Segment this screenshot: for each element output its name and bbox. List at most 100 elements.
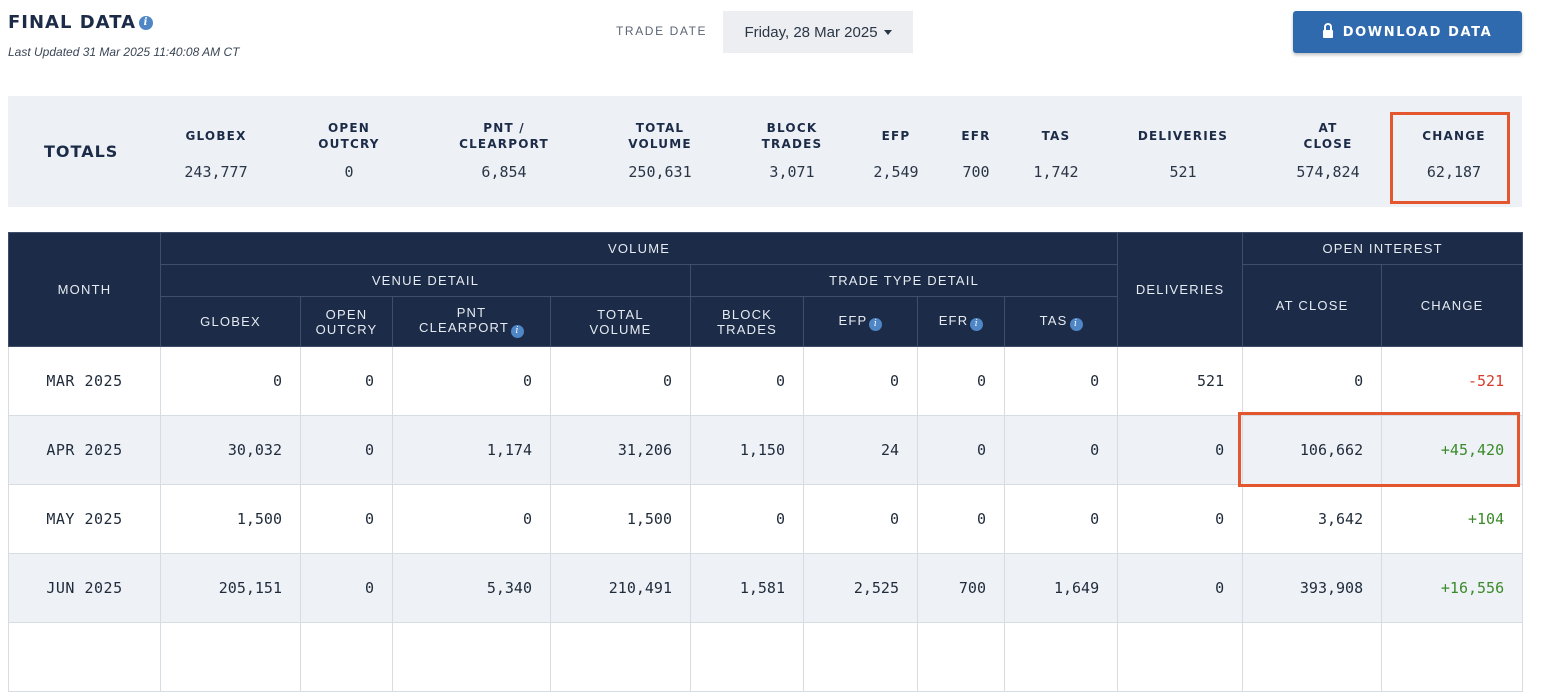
totals-efr-value: 700: [962, 163, 990, 181]
totals-panel: TOTALS GLOBEX 243,777 OPEN OUTCRY 0 PNT /…: [8, 96, 1522, 207]
block-trades-cell: 0: [690, 346, 804, 416]
totals-total-volume-label: TOTAL VOLUME: [628, 121, 692, 151]
month-cell: JUN 2025: [8, 553, 161, 623]
change-cell: -521: [1381, 346, 1524, 416]
caret-down-icon: [883, 29, 892, 35]
page-title: FINAL DATA i: [8, 12, 154, 33]
totals-deliveries-value: 521: [1169, 163, 1197, 181]
info-icon[interactable]: i: [970, 317, 984, 331]
totals-block-trades-label: BLOCK TRADES: [761, 121, 823, 151]
info-icon[interactable]: i: [511, 325, 525, 338]
totals-at-close-value: 574,824: [1296, 163, 1360, 181]
efr-cell: 0: [917, 346, 1005, 416]
download-data-label: DOWNLOAD DATA: [1342, 24, 1493, 40]
pnt-clearport-header[interactable]: PNT CLEARPORT i: [392, 296, 551, 347]
efr-cell: 0: [917, 415, 1005, 485]
totals-efr-label: EFR: [961, 129, 991, 143]
globex-cell: 1,500: [160, 484, 301, 554]
at-close-cell: 3,642: [1242, 484, 1383, 554]
data-table: MONTH VOLUME DELIVERIES OPEN INTEREST VE…: [8, 232, 1524, 692]
table-row: MAY 2025 1,500 0 0 1,500 0 0 0 0 0 3,642…: [8, 484, 1524, 554]
efp-cell: 0: [803, 346, 918, 416]
globex-header[interactable]: GLOBEX: [160, 296, 301, 347]
month-header[interactable]: MONTH: [8, 232, 161, 347]
totals-open-outcry-value: 0: [344, 163, 354, 181]
globex-cell: 205,151: [160, 553, 301, 623]
totals-deliveries-label: DELIVERIES: [1137, 129, 1229, 143]
change-header[interactable]: CHANGE: [1381, 264, 1524, 347]
block-trades-header[interactable]: BLOCK TRADES: [690, 296, 804, 347]
totals-total-volume-value: 250,631: [628, 163, 692, 181]
totals-change-label: CHANGE: [1422, 129, 1486, 143]
total-volume-header[interactable]: TOTAL VOLUME: [550, 296, 691, 347]
total-volume-cell: 1,500: [550, 484, 691, 554]
change-cell: +16,556: [1381, 553, 1524, 623]
table-row: MAR 2025 0 0 0 0 0 0 0 0 521 0 -521: [8, 346, 1524, 416]
download-data-button[interactable]: DOWNLOAD DATA: [1293, 11, 1522, 53]
table-row: JUN 2025 205,151 0 5,340 210,491 1,581 2…: [8, 553, 1524, 623]
efp-cell: 24: [803, 415, 918, 485]
efp-cell: 0: [803, 484, 918, 554]
block-trades-cell: 0: [690, 484, 804, 554]
pnt-cell: 0: [392, 346, 551, 416]
totals-pnt-value: 6,854: [481, 163, 527, 181]
totals-globex-value: 243,777: [184, 163, 248, 181]
totals-label: TOTALS: [44, 142, 119, 161]
last-updated: Last Updated 31 Mar 2025 11:40:08 AM CT: [8, 45, 240, 59]
totals-tas-label: TAS: [1041, 129, 1071, 143]
total-volume-cell: 210,491: [550, 553, 691, 623]
efp-cell: 2,525: [803, 553, 918, 623]
info-icon[interactable]: i: [869, 317, 883, 331]
month-cell: MAY 2025: [8, 484, 161, 554]
open-outcry-header[interactable]: OPEN OUTCRY: [300, 296, 393, 347]
efp-header[interactable]: EFP i: [803, 296, 918, 347]
open-interest-header: OPEN INTEREST: [1242, 232, 1524, 265]
totals-efp-value: 2,549: [873, 163, 919, 181]
change-cell: +104: [1381, 484, 1524, 554]
open-outcry-cell: 0: [300, 346, 393, 416]
info-icon[interactable]: i: [139, 15, 154, 30]
totals-tas-value: 1,742: [1033, 163, 1079, 181]
open-outcry-cell: 0: [300, 484, 393, 554]
pnt-cell: 5,340: [392, 553, 551, 623]
volume-header: VOLUME: [159, 232, 1119, 265]
total-volume-cell: 31,206: [550, 415, 691, 485]
totals-change-value: 62,187: [1426, 163, 1482, 181]
globex-cell: 0: [160, 346, 301, 416]
trade-type-detail-header: TRADE TYPE DETAIL: [689, 264, 1119, 297]
deliveries-cell: 0: [1117, 415, 1244, 485]
trade-date-value: Friday, 28 Mar 2025: [744, 23, 878, 41]
tas-cell: 1,649: [1003, 553, 1119, 623]
venue-detail-header: VENUE DETAIL: [160, 264, 691, 297]
at-close-cell: 393,908: [1242, 553, 1383, 623]
totals-at-close-label: AT CLOSE: [1303, 121, 1353, 151]
tas-cell: 0: [1003, 415, 1119, 485]
totals-pnt-label: PNT / CLEARPORT: [459, 121, 549, 151]
at-close-cell: 106,662: [1242, 415, 1383, 485]
trade-date-select[interactable]: Friday, 28 Mar 2025: [723, 11, 913, 53]
info-icon[interactable]: i: [1069, 317, 1083, 331]
pnt-cell: 1,174: [392, 415, 551, 485]
tas-header[interactable]: TAS i: [1003, 296, 1119, 347]
month-cell: [8, 622, 161, 692]
deliveries-header[interactable]: DELIVERIES: [1117, 232, 1244, 347]
tas-cell: 0: [1003, 346, 1119, 416]
totals-globex-label: GLOBEX: [185, 129, 247, 143]
globex-cell: 30,032: [160, 415, 301, 485]
efr-header[interactable]: EFR i: [917, 296, 1005, 347]
block-trades-cell: 1,581: [690, 553, 804, 623]
open-outcry-cell: 0: [300, 415, 393, 485]
total-volume-cell: 0: [550, 346, 691, 416]
totals-efp-label: EFP: [881, 129, 911, 143]
totals-block-trades-value: 3,071: [769, 163, 815, 181]
efr-cell: 700: [917, 553, 1005, 623]
trade-date-label: TRADE DATE: [616, 24, 708, 38]
table-row: [8, 622, 1524, 692]
deliveries-cell: 0: [1117, 553, 1244, 623]
efr-cell: 0: [917, 484, 1005, 554]
at-close-header[interactable]: AT CLOSE: [1242, 264, 1383, 347]
page-title-text: FINAL DATA: [8, 12, 137, 33]
tas-cell: 0: [1003, 484, 1119, 554]
month-cell: MAR 2025: [8, 346, 161, 416]
change-cell: +45,420: [1381, 415, 1524, 485]
